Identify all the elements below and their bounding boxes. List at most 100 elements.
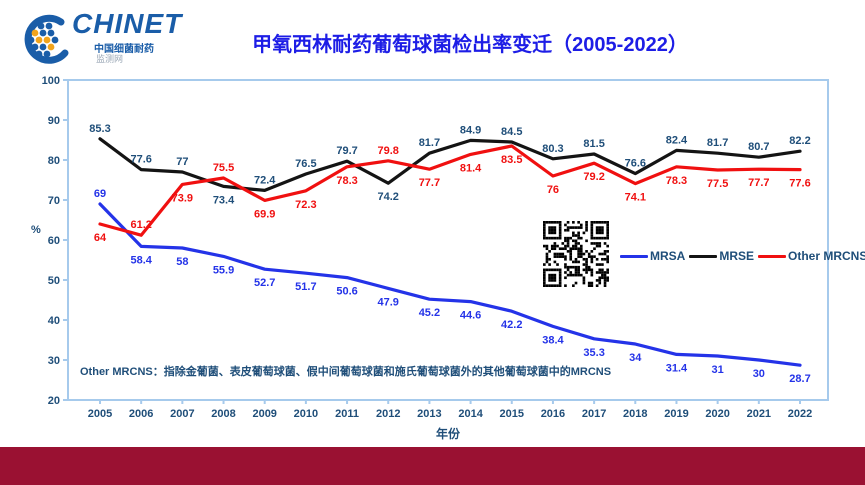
svg-text:77: 77 xyxy=(176,156,188,168)
svg-text:84.9: 84.9 xyxy=(460,124,481,136)
logo-subtitle-cn: 中国细菌耐药 xyxy=(94,44,154,55)
svg-text:2017: 2017 xyxy=(582,408,606,420)
svg-text:84.5: 84.5 xyxy=(501,126,522,138)
svg-text:2007: 2007 xyxy=(170,408,194,420)
svg-text:2009: 2009 xyxy=(252,408,276,420)
svg-text:72.4: 72.4 xyxy=(254,174,276,186)
svg-text:82.2: 82.2 xyxy=(789,135,810,147)
chart-legend: MRSA MRSE Other MRCNS xyxy=(620,248,865,264)
svg-text:51.7: 51.7 xyxy=(295,281,316,293)
svg-text:34: 34 xyxy=(629,352,642,364)
svg-text:30: 30 xyxy=(753,368,765,380)
svg-text:2011: 2011 xyxy=(335,408,359,420)
svg-text:47.9: 47.9 xyxy=(378,296,399,308)
svg-text:58: 58 xyxy=(176,256,188,268)
svg-text:52.7: 52.7 xyxy=(254,277,275,289)
svg-text:73.9: 73.9 xyxy=(172,192,193,204)
svg-text:90: 90 xyxy=(48,115,60,127)
legend-item-mrse: MRSE xyxy=(689,249,754,263)
svg-text:77.5: 77.5 xyxy=(707,178,728,190)
svg-text:85.3: 85.3 xyxy=(89,123,110,135)
svg-text:2018: 2018 xyxy=(623,408,647,420)
svg-text:55.9: 55.9 xyxy=(213,264,234,276)
svg-text:2021: 2021 xyxy=(747,408,771,420)
svg-text:30: 30 xyxy=(48,355,60,367)
svg-text:72.3: 72.3 xyxy=(295,199,316,211)
svg-text:69.9: 69.9 xyxy=(254,208,275,220)
footnote: Other MRCNS：指除金葡菌、表皮葡萄球菌、假中间葡萄球菌和施氏葡萄球菌外… xyxy=(80,366,612,378)
svg-text:2016: 2016 xyxy=(541,408,565,420)
svg-text:50: 50 xyxy=(48,275,60,287)
mrse-line-swatch xyxy=(689,254,718,258)
logo-wordmark: CHINET xyxy=(72,8,183,39)
svg-text:42.2: 42.2 xyxy=(501,319,522,331)
legend-label-mrsa: MRSA xyxy=(650,249,686,263)
svg-text:50.6: 50.6 xyxy=(336,286,357,298)
svg-text:2015: 2015 xyxy=(500,408,524,420)
svg-text:61.2: 61.2 xyxy=(130,219,151,231)
svg-text:82.4: 82.4 xyxy=(666,134,688,146)
svg-text:2010: 2010 xyxy=(294,408,318,420)
svg-text:74.1: 74.1 xyxy=(625,192,646,204)
svg-text:2019: 2019 xyxy=(664,408,688,420)
svg-text:79.8: 79.8 xyxy=(378,145,399,157)
svg-text:80: 80 xyxy=(48,155,60,167)
svg-text:69: 69 xyxy=(94,188,106,200)
svg-text:2012: 2012 xyxy=(376,408,400,420)
chinet-logo-icon xyxy=(24,14,69,64)
svg-text:80.7: 80.7 xyxy=(748,141,769,153)
svg-text:81.7: 81.7 xyxy=(419,137,440,149)
svg-text:81.7: 81.7 xyxy=(707,137,728,149)
line-chart: 20 30 40 50 60 70 80 90 100 2005 2006 2007 2008 2009 2… xyxy=(42,75,829,420)
svg-text:77.6: 77.6 xyxy=(130,154,151,166)
svg-text:35.3: 35.3 xyxy=(583,347,604,359)
svg-text:58.4: 58.4 xyxy=(130,254,152,266)
svg-text:2013: 2013 xyxy=(417,408,441,420)
svg-text:76: 76 xyxy=(547,184,559,196)
svg-text:77.7: 77.7 xyxy=(748,177,769,189)
svg-text:28.7: 28.7 xyxy=(789,373,810,385)
legend-label-other-mrcns: Other MRCNS xyxy=(788,249,865,263)
svg-text:20: 20 xyxy=(48,395,60,407)
legend-label-mrse: MRSE xyxy=(719,249,755,263)
svg-text:73.4: 73.4 xyxy=(213,194,235,206)
page-title: 甲氧西林耐药葡萄球菌检出率变迁（2005-2022） xyxy=(252,34,688,56)
svg-text:78.3: 78.3 xyxy=(666,175,687,187)
svg-text:81.5: 81.5 xyxy=(583,138,604,150)
bottom-accent-bar xyxy=(0,447,865,485)
svg-text:44.6: 44.6 xyxy=(460,310,481,322)
svg-text:64: 64 xyxy=(94,232,107,244)
svg-text:83.5: 83.5 xyxy=(501,154,522,166)
svg-text:77.6: 77.6 xyxy=(789,178,810,190)
mrsa-line-swatch xyxy=(620,254,648,258)
logo-subtitle-net: 监测网 xyxy=(96,54,124,64)
legend-item-other-mrcns: Other MRCNS xyxy=(758,249,865,263)
svg-text:2006: 2006 xyxy=(129,408,153,420)
qr-code xyxy=(543,221,609,287)
svg-text:38.4: 38.4 xyxy=(542,334,564,346)
x-axis-title: 年份 xyxy=(435,427,460,441)
legend-item-mrsa: MRSA xyxy=(620,249,685,263)
svg-text:78.3: 78.3 xyxy=(336,175,357,187)
svg-text:77.7: 77.7 xyxy=(419,177,440,189)
svg-text:70: 70 xyxy=(48,195,60,207)
svg-text:2022: 2022 xyxy=(788,408,812,420)
svg-text:45.2: 45.2 xyxy=(419,307,440,319)
svg-text:75.5: 75.5 xyxy=(213,162,234,174)
svg-text:31: 31 xyxy=(712,364,724,376)
svg-text:81.4: 81.4 xyxy=(460,162,482,174)
svg-text:76.5: 76.5 xyxy=(295,158,316,170)
svg-text:79.2: 79.2 xyxy=(583,171,604,183)
y-axis-title: % xyxy=(31,224,41,236)
svg-text:2005: 2005 xyxy=(88,408,112,420)
svg-text:31.4: 31.4 xyxy=(666,362,688,374)
svg-text:79.7: 79.7 xyxy=(336,145,357,157)
svg-text:76.6: 76.6 xyxy=(625,158,646,170)
svg-text:2008: 2008 xyxy=(211,408,235,420)
svg-text:74.2: 74.2 xyxy=(378,191,399,203)
svg-text:2020: 2020 xyxy=(705,408,729,420)
svg-text:80.3: 80.3 xyxy=(542,143,563,155)
svg-text:40: 40 xyxy=(48,315,60,327)
svg-text:2014: 2014 xyxy=(458,408,483,420)
